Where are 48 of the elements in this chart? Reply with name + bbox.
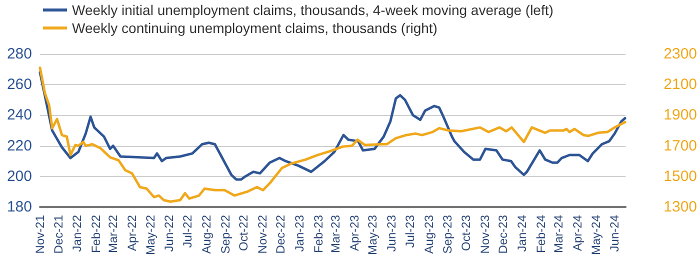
x-tick-label: Jun-24 (608, 214, 622, 252)
x-tick-label: Jan-22 (70, 214, 84, 252)
x-tick-label: Nov-23 (478, 214, 492, 254)
x-tick-label: Sep-23 (440, 214, 455, 254)
x-tick-label: Jul-23 (402, 214, 417, 248)
x-tick-label: Jul-22 (180, 214, 194, 248)
x-tick-label: Jun-22 (162, 214, 176, 252)
y2-tick-label: 2100 (664, 76, 698, 94)
x-tick-label: Jan-24 (515, 214, 530, 252)
x-tick-label: Dec-23 (496, 214, 510, 254)
x-tick-label: May-22 (143, 214, 158, 256)
x-tick-label: Apr-22 (125, 214, 140, 252)
x-tick-label: Dec-21 (51, 214, 66, 254)
x-tick-label: May-24 (588, 214, 603, 256)
x-tick-label: Apr-24 (570, 214, 584, 252)
x-tick-label: Mar-24 (552, 214, 566, 254)
x-tick-label: Jan-23 (292, 214, 307, 252)
x-tick-label: Oct-23 (458, 214, 473, 252)
x-tick-label: Dec-22 (274, 214, 288, 254)
line-series (38, 71, 626, 181)
x-tick-label: May-23 (366, 214, 380, 256)
line-series (38, 66, 626, 203)
y-tick-label: 200 (6, 168, 32, 185)
x-tick-label: Feb-23 (311, 214, 326, 254)
x-tick-label: Jun-23 (384, 214, 399, 252)
x-tick-label: Aug-23 (422, 214, 436, 254)
legend-label: Weekly initial unemployment claims, thousands, 4-week moving average (left) (72, 2, 554, 18)
y-tick-label: 280 (6, 46, 32, 62)
y2-tick-label: 2300 (664, 46, 698, 62)
y-tick-label: 260 (6, 76, 32, 94)
x-tick-label: Mar-23 (328, 214, 343, 254)
x-tick-label: Aug-22 (199, 214, 214, 254)
x-tick-label: Apr-23 (347, 214, 362, 252)
y2-tick-label: 1700 (664, 137, 698, 154)
x-tick-label: Mar-22 (106, 214, 120, 254)
legend-label: Weekly continuing unemployment claims, thousands (right) (72, 20, 438, 36)
x-tick-label: Nov-22 (255, 214, 270, 254)
y2-tick-label: 1900 (664, 106, 698, 124)
x-tick-label: Feb-22 (89, 214, 104, 254)
x-tick-label: Feb-24 (534, 214, 548, 254)
y-tick-label: 240 (6, 106, 32, 124)
y2-tick-label: 1500 (664, 168, 698, 185)
x-tick-label: Nov-21 (33, 214, 47, 254)
y2-tick-label: 1300 (664, 198, 698, 216)
y-tick-label: 220 (6, 137, 32, 154)
y-tick-label: 180 (6, 198, 32, 216)
x-tick-label: Oct-22 (236, 214, 251, 252)
x-tick-label: Sep-22 (218, 214, 232, 254)
